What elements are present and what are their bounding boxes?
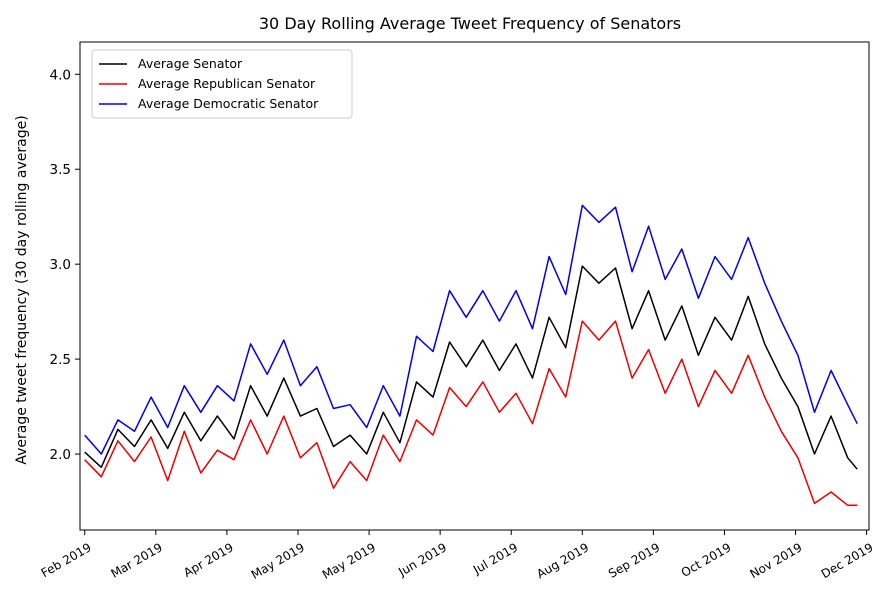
y-tick-label: 3.0 [50,257,71,273]
legend-label-average-senator: Average Senator [138,56,243,71]
series-line-average-senator [84,265,858,470]
y-tick-label: 2.0 [50,447,71,463]
y-tick-label: 2.5 [50,352,71,368]
y-tick-label: 3.5 [50,162,71,178]
legend-label-republican-senator: Average Republican Senator [138,76,316,91]
chart-title: 30 Day Rolling Average Tweet Frequency o… [259,14,681,33]
series-line-average-democratic-senator [84,204,858,455]
legend: Average Senator Average Republican Senat… [91,49,353,119]
series-line-average-republican-senator [84,320,858,507]
plot-area [84,204,858,507]
legend-label-democratic-senator: Average Democratic Senator [138,96,319,111]
y-tick-label: 4.0 [50,67,71,83]
y-axis-label: Average tweet frequency (30 day rolling … [14,115,30,464]
legend-box [91,49,353,119]
axes-frame [79,41,870,531]
